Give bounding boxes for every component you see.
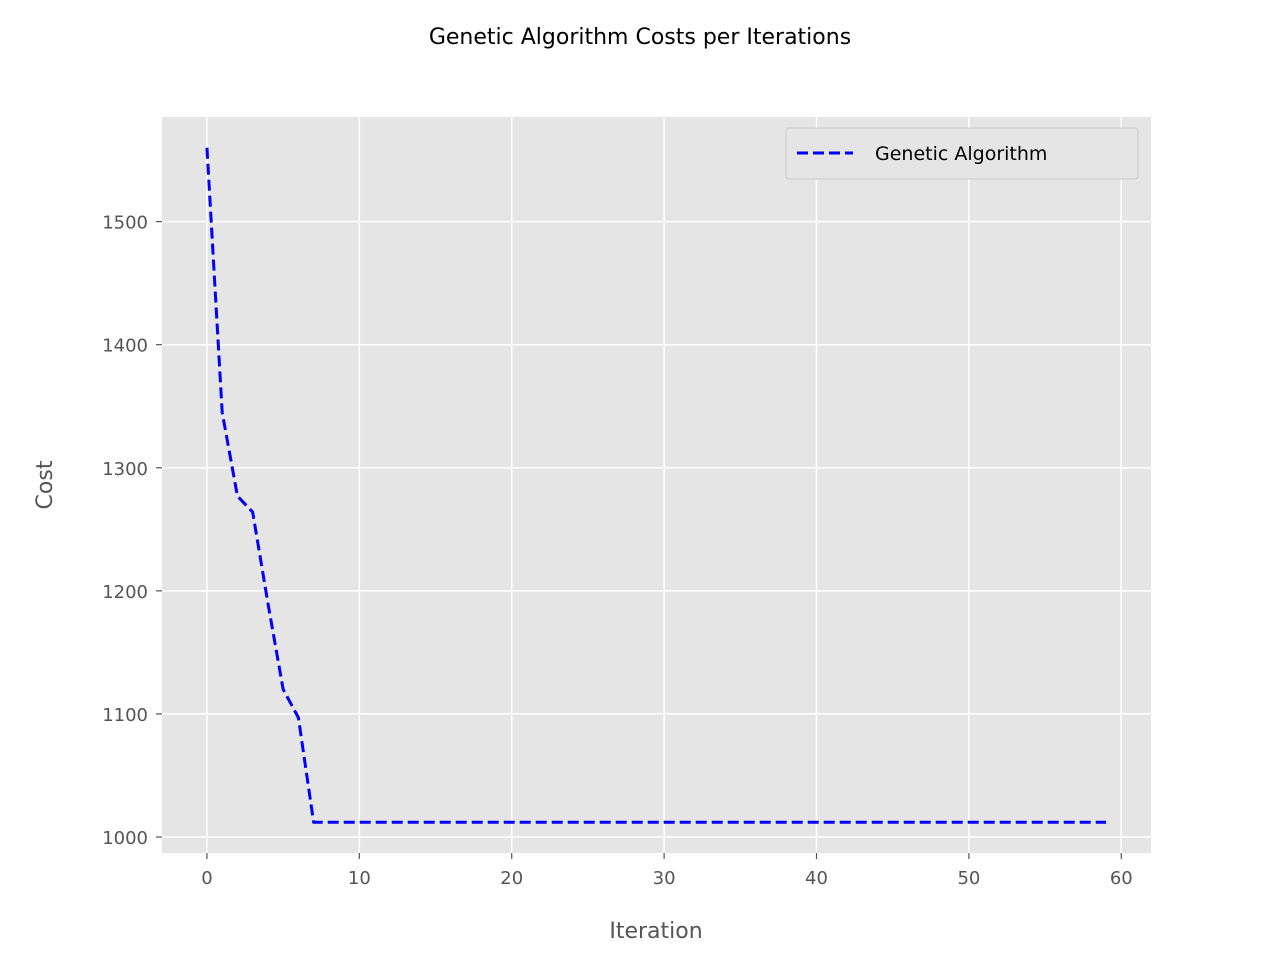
series-line-genetic-algorithm — [205, 147, 1107, 824]
y-tick-label: 1400 — [102, 336, 148, 357]
grid-lines — [162, 117, 1151, 853]
x-tick-label: 30 — [653, 868, 676, 889]
x-tick-label: 60 — [1110, 868, 1133, 889]
legend-label-genetic-algorithm: Genetic Algorithm — [875, 143, 1047, 165]
x-axis-ticks: 0 10 20 30 40 50 60 — [201, 853, 1133, 889]
legend: Genetic Algorithm — [785, 127, 1139, 180]
legend-box — [785, 127, 1139, 180]
x-tick-label: 20 — [500, 868, 523, 889]
y-tick-label: 1000 — [102, 828, 148, 849]
x-tick-label: 0 — [201, 868, 212, 889]
y-tick-label: 1300 — [102, 459, 148, 480]
x-tick-label: 40 — [805, 868, 828, 889]
y-axis-ticks: 1000 1100 1200 1300 1400 1500 — [102, 213, 162, 849]
y-tick-label: 1200 — [102, 582, 148, 603]
y-tick-label: 1100 — [102, 705, 148, 726]
y-tick-label: 1500 — [102, 213, 148, 234]
y-axis-label: Cost — [33, 460, 58, 509]
x-tick-label: 10 — [348, 868, 371, 889]
series-layer — [205, 147, 1107, 824]
x-tick-label: 50 — [957, 868, 980, 889]
plot-area — [162, 117, 1151, 853]
chart-title: Genetic Algorithm Costs per Iterations — [429, 25, 851, 50]
x-axis-label: Iteration — [609, 919, 702, 944]
